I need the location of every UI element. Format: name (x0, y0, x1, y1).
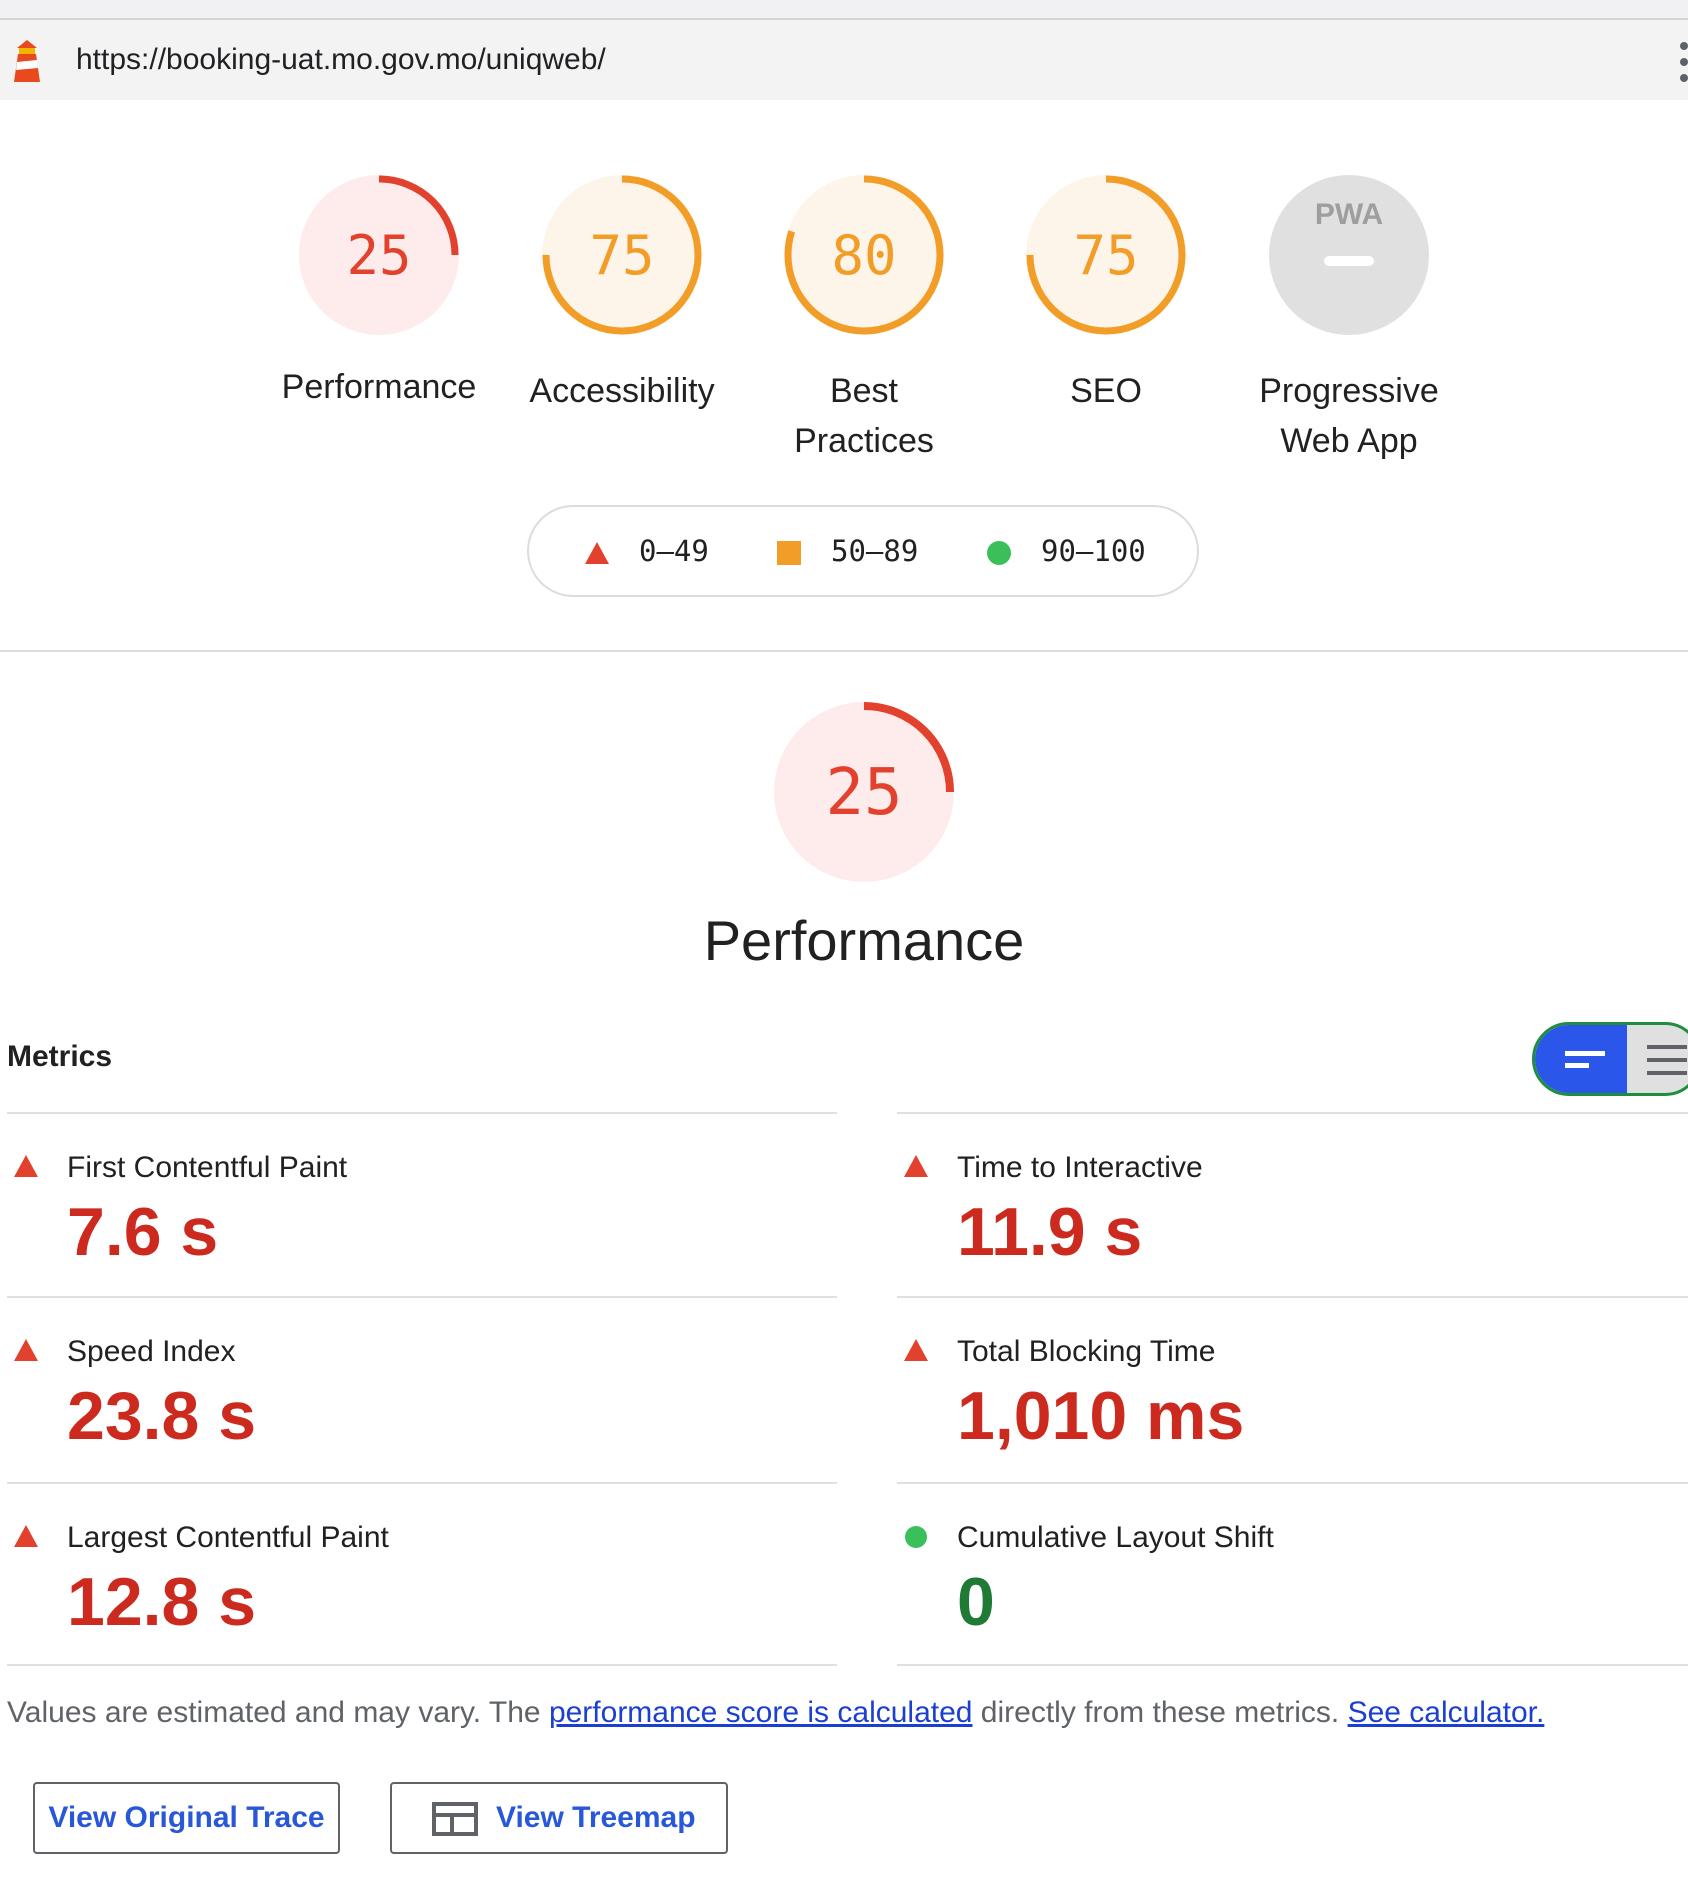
metric-speed-index: Speed Index 23.8 s (7, 1296, 837, 1482)
legend-average-range: 50–89 (831, 534, 919, 568)
section-divider (0, 650, 1688, 652)
fail-triangle-icon (904, 1339, 928, 1361)
gauge-performance-label: Performance (281, 368, 477, 406)
performance-score: 25 (825, 756, 902, 830)
gauge-accessibility-label: Accessibility (529, 372, 715, 410)
metric-name: First Contentful Paint (67, 1151, 348, 1184)
metric-bottom-border (897, 1664, 1688, 1666)
metric-name: Time to Interactive (957, 1151, 1203, 1184)
metric-value: 1,010 ms (957, 1378, 1245, 1454)
treemap-icon (432, 1802, 478, 1836)
pass-circle-icon (987, 541, 1011, 565)
metric-name: Total Blocking Time (957, 1335, 1216, 1368)
legend-fail-range: 0–49 (639, 534, 709, 568)
toggle-summary-view[interactable] (1535, 1025, 1627, 1093)
view-original-trace-button[interactable]: View Original Trace (33, 1782, 340, 1854)
view-treemap-button[interactable]: View Treemap (390, 1782, 728, 1854)
metric-value: 7.6 s (67, 1194, 219, 1270)
see-calculator-link[interactable]: See calculator. (1347, 1696, 1545, 1729)
fail-triangle-icon (585, 542, 609, 564)
url-text[interactable]: https://booking-uat.mo.gov.mo/uniqweb/ (76, 43, 606, 76)
score-calculated-link[interactable]: performance score is calculated (548, 1696, 973, 1729)
metrics-view-toggle[interactable] (1532, 1022, 1688, 1096)
gauge-performance-score: 25 (346, 224, 411, 287)
metric-name: Cumulative Layout Shift (957, 1521, 1274, 1554)
metric-bottom-border (7, 1664, 837, 1666)
gauge-accessibility-score: 75 (589, 224, 654, 287)
pwa-badge-text: PWA (1315, 198, 1383, 231)
gauge-best-practices-score: 80 (831, 224, 896, 287)
metric-largest-contentful-paint: Largest Contentful Paint 12.8 s (7, 1482, 837, 1668)
metric-value: 11.9 s (957, 1194, 1143, 1270)
gauge-seo[interactable]: 75 SEO (986, 170, 1226, 416)
performance-title: Performance (703, 909, 1025, 972)
fail-triangle-icon (14, 1155, 38, 1177)
gauge-seo-label: SEO (1070, 372, 1142, 410)
gauge-performance[interactable]: 25 Performance (259, 170, 499, 412)
legend-pass-range: 90–100 (1041, 534, 1146, 568)
gauge-accessibility[interactable]: 75 Accessibility (502, 170, 742, 416)
gauge-pwa[interactable]: PWA Progressive Web App (1229, 170, 1469, 466)
metric-first-contentful-paint: First Contentful Paint 7.6 s (7, 1112, 837, 1298)
top-strip (0, 0, 1688, 20)
view-treemap-label: View Treemap (496, 1801, 696, 1834)
gauge-seo-score: 75 (1073, 224, 1138, 287)
gauge-best-practices-label: Best Practices (794, 372, 934, 460)
lighthouse-icon (14, 40, 40, 82)
pass-circle-icon (905, 1526, 927, 1548)
list-view-icon[interactable] (1647, 1043, 1687, 1077)
gauge-best-practices-ring: 80 (784, 175, 944, 335)
estimate-note: Values are estimated and may vary. The p… (7, 1693, 1544, 1733)
metric-time-to-interactive: Time to Interactive 11.9 s (897, 1112, 1688, 1298)
pwa-badge-icon: PWA (1269, 175, 1429, 335)
address-bar: https://booking-uat.mo.gov.mo/uniqweb/ (0, 20, 1688, 100)
fail-triangle-icon (904, 1155, 928, 1177)
fail-triangle-icon (14, 1525, 38, 1547)
metric-cumulative-layout-shift: Cumulative Layout Shift 0 (897, 1482, 1688, 1668)
gauge-seo-ring: 75 (1026, 175, 1186, 335)
gauge-performance-ring: 25 (299, 175, 459, 335)
summary-view-icon (1565, 1051, 1605, 1068)
metric-value: 12.8 s (67, 1564, 257, 1640)
gauge-accessibility-ring: 75 (542, 175, 702, 335)
performance-gauge: 25 (774, 702, 954, 882)
gauge-best-practices[interactable]: 80 Best Practices (744, 170, 984, 466)
average-square-icon (777, 541, 801, 565)
estimate-note-middle: directly from these metrics. (972, 1696, 1348, 1729)
view-original-trace-label: View Original Trace (48, 1801, 325, 1834)
metric-name: Largest Contentful Paint (67, 1521, 389, 1554)
estimate-note-prefix: Values are estimated and may vary. The (7, 1696, 549, 1729)
metric-total-blocking-time: Total Blocking Time 1,010 ms (897, 1296, 1688, 1482)
score-legend: 0–49 50–89 90–100 (527, 505, 1199, 597)
fail-triangle-icon (14, 1339, 38, 1361)
metric-value: 23.8 s (67, 1378, 257, 1454)
metric-name: Speed Index (67, 1335, 236, 1368)
more-options-icon[interactable] (1676, 38, 1688, 84)
metrics-heading: Metrics (7, 1040, 113, 1073)
metric-value: 0 (957, 1564, 995, 1640)
gauge-pwa-label: Progressive Web App (1259, 372, 1439, 460)
